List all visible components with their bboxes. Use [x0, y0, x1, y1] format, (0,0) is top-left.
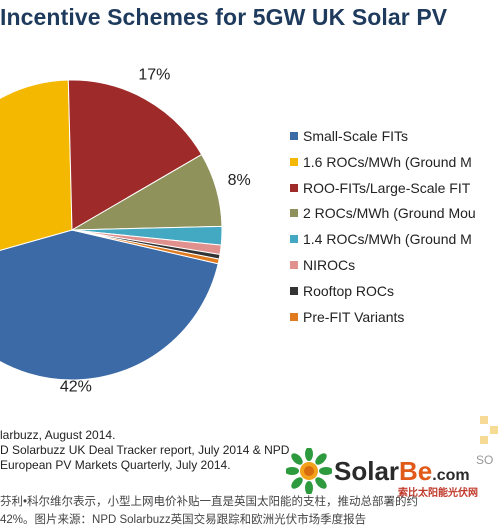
legend-label-1: Small-Scale FITs: [303, 128, 409, 144]
legend-item-1: Small-Scale FITs: [290, 128, 500, 154]
logo-solar: Solar: [334, 456, 400, 486]
chart-legend: Small-Scale FITs 1.6 ROCs/MWh (Ground M RO…: [290, 128, 500, 334]
caption: 芬利•科尔维尔表示，小型上网电价补贴一直是英国太阳能的支柱，推动总部署的约 42…: [0, 493, 500, 529]
logo-subtitle: 索比太阳能光伏网: [398, 488, 478, 499]
legend-item-6: NIROCs: [290, 257, 500, 283]
caption-line-1: 芬利•科尔维尔表示，小型上网电价补贴一直是英国太阳能的支柱，推动总部署的约: [0, 496, 419, 508]
legend-swatch-3: [290, 183, 298, 192]
source-line-1: larbuzz, August 2014.: [0, 428, 116, 442]
solarbe-logo: SolarBe.com 索比太阳能光伏网: [286, 448, 500, 499]
pie-slice-8: [71, 229, 220, 265]
slice-label-3: 17%: [138, 67, 170, 84]
legend-label-3: ROO-FITs/Large-Scale FIT: [303, 179, 471, 196]
pie-slice-1: [0, 229, 219, 381]
legend-item-8: Pre-FIT Variants: [290, 309, 500, 335]
legend-swatch-1: [290, 132, 298, 140]
svg-text:SO: SO: [476, 453, 493, 467]
source-line-2: D Solarbuzz UK Deal Tracker report, July…: [0, 443, 290, 457]
legend-item-4: 2 ROCs/MWh (Ground Mou: [290, 205, 500, 231]
legend-item-3: ROO-FITs/Large-Scale FIT: [290, 180, 500, 206]
legend-swatch-4: [290, 209, 298, 218]
caption-line-2: 42%。图片来源：NPD Solarbuzz英国交易跟踪和欧洲光伏市场季度报告: [0, 514, 367, 526]
legend-swatch-8: [290, 312, 298, 321]
source-note: larbuzz, August 2014. D Solarbuzz UK Dea…: [0, 428, 300, 473]
legend-label-2: 1.6 ROCs/MWh (Ground M: [303, 153, 472, 170]
source-line-3: European PV Markets Quarterly, July 2014…: [0, 458, 231, 472]
legend-label-6: NIROCs: [303, 256, 356, 273]
logo-be: Be: [399, 456, 433, 486]
legend-swatch-6: [290, 260, 298, 269]
pie-slice-2: [0, 79, 73, 251]
legend-item-5: 1.4 ROCs/MWh (Ground M: [290, 231, 500, 257]
logo-dotcom: .com: [432, 467, 470, 484]
slice-label-1: 42%: [60, 379, 92, 396]
legend-item-2: 1.6 ROCs/MWh (Ground M: [290, 154, 500, 180]
legend-swatch-2: [290, 157, 298, 166]
slice-label-4: 8%: [228, 172, 251, 189]
legend-swatch-5: [290, 235, 298, 244]
logo-wordmark: SolarBe.com: [334, 456, 470, 487]
sunflower-icon: [286, 448, 332, 494]
legend-label-4: 2 ROCs/MWh (Ground Mou: [303, 205, 476, 222]
legend-label-7: Rooftop ROCs: [303, 282, 395, 299]
chart-title: Incentive Schemes for 5GW UK Solar PV: [0, 4, 448, 30]
legend-swatch-7: [290, 286, 298, 295]
legend-label-8: Pre-FIT Variants: [303, 308, 405, 325]
legend-label-5: 1.4 ROCs/MWh (Ground M: [303, 231, 472, 248]
legend-item-7: Rooftop ROCs: [290, 283, 500, 309]
pie-slice-3: [67, 79, 203, 231]
watermark-logo: SO: [474, 412, 500, 472]
